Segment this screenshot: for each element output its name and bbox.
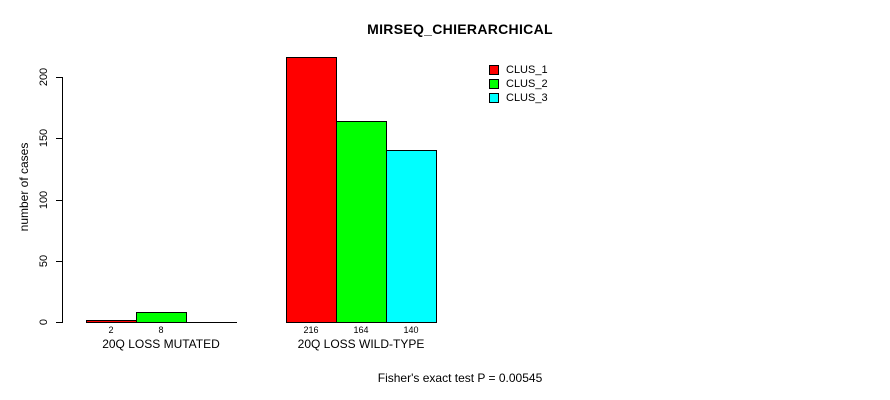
y-tick-label: 150 — [38, 129, 50, 148]
y-tick-mark — [56, 260, 62, 262]
annotation-text: Fisher's exact test P = 0.00545 — [377, 371, 543, 385]
bar-value-label: 164 — [353, 325, 369, 335]
y-axis-title: number of cases — [17, 142, 31, 232]
bar-value-label: 2 — [108, 325, 114, 335]
legend-label-clus_2: CLUS_2 — [506, 78, 548, 90]
y-axis-line — [62, 77, 63, 323]
legend-label-clus_3: CLUS_3 — [506, 92, 548, 104]
y-tick-label: 200 — [38, 67, 50, 87]
bar-value-label: 140 — [403, 325, 419, 335]
y-tick-mark — [56, 138, 62, 140]
chart-title: MIRSEQ_CHIERARCHICAL — [367, 21, 553, 37]
category-label: 20Q LOSS MUTATED — [102, 337, 220, 351]
bar-value-label: 8 — [158, 325, 164, 335]
y-tick-label: 100 — [38, 190, 50, 209]
bar-clus_2 — [136, 312, 187, 323]
y-tick-mark — [56, 199, 62, 201]
y-tick-label: 0 — [38, 318, 50, 326]
bar-clus_3-zero — [186, 322, 237, 323]
category-label: 20Q LOSS WILD-TYPE — [297, 337, 425, 351]
bar-clus_1 — [86, 320, 137, 323]
bar-clus_1 — [286, 57, 337, 323]
legend-label-clus_1: CLUS_1 — [506, 64, 548, 76]
legend-swatch-clus_3 — [489, 93, 499, 103]
bar-clus_2 — [336, 121, 387, 323]
y-tick-mark — [56, 322, 62, 323]
y-tick-label: 50 — [38, 254, 50, 267]
y-tick-mark — [56, 77, 62, 78]
legend-swatch-clus_2 — [489, 79, 499, 89]
bar-clus_3 — [386, 150, 437, 323]
bar-value-label: 216 — [303, 325, 319, 335]
legend-swatch-clus_1 — [489, 65, 499, 75]
